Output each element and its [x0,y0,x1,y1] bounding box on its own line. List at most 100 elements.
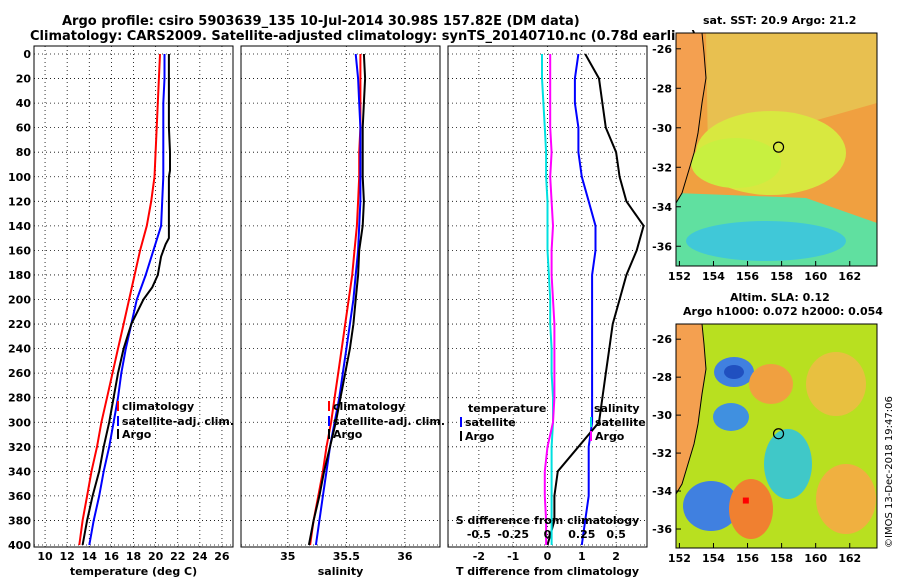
plot-frame [240,45,441,548]
map-lat-label: -30 [652,409,672,422]
depth-tick-label: 340 [8,465,31,478]
map-lon-label: 154 [702,270,725,283]
depth-tick-label: 360 [8,490,31,503]
depth-tick-label: 40 [16,97,32,110]
sla-map-title-1: Altim. SLA: 0.12 [730,291,830,304]
legend-label: climatology [333,400,405,413]
legend-title-temperature: temperature [468,402,546,415]
depth-tick-label: 220 [8,318,31,331]
series-line-t-argo [546,53,645,546]
x-tick-label: 35 [280,550,295,563]
sla-map-title-2: Argo h1000: 0.072 h2000: 0.054 [683,305,883,318]
legend-label: satellite [465,416,516,429]
profile-location-marker [772,428,785,440]
x-tick-label: 16 [104,550,120,563]
x-tick-label: 10 [37,550,53,563]
depth-tick-label: 400 [8,539,31,552]
sst-yellow-green-patch [691,138,781,188]
sla-high-1 [749,364,793,404]
depth-tick-label: 160 [8,244,31,257]
plot-frame [33,45,234,548]
series-line-argo [81,54,171,546]
land-mass [676,33,707,204]
x-tick-label: 36 [397,550,413,563]
map-lon-label: 158 [770,552,793,565]
map-field [676,33,877,266]
series-line-satellite-adj.-clim. [88,54,166,546]
legend-label: Argo [465,430,495,443]
sla-high-2 [729,479,773,539]
series-line-argo [307,53,367,546]
map-lat-label: -32 [652,161,672,174]
depth-tick-label: 300 [8,416,31,429]
depth-tick-label: 140 [8,220,31,233]
top-tick-label: -0.5 [467,528,491,541]
sst-map: 152 154 156 158 160 162 -26 -28 -30 -32 -34 -36 [652,32,878,283]
map-lon-label: 158 [770,270,793,283]
x-tick-label: 26 [214,550,230,563]
depth-tick-label: 200 [8,294,31,307]
map-lon-label: 154 [702,552,725,565]
map-lon-label: 162 [838,270,861,283]
top-tick-label: 0.5 [606,528,626,541]
map-lon-label: 160 [804,270,827,283]
sla-high-4 [806,352,866,416]
title-line-2: Climatology: CARS2009. Satellite-adjuste… [30,29,697,44]
map-lat-label: -36 [652,523,672,536]
depth-tick-label: 180 [8,269,31,282]
legend-label: climatology [122,400,194,413]
legend-label: satellite-adj. clim. [122,415,234,428]
map-lon-label: 152 [668,552,691,565]
x-tick-label: 12 [60,550,75,563]
top-tick-label: 0.25 [568,528,595,541]
depth-tick-label: 380 [8,514,31,527]
land-mass [676,324,707,495]
sla-low-2 [713,403,749,431]
map-frame [675,32,878,267]
x-tick-label: 18 [126,550,141,563]
top-tick-label: 0 [544,528,552,541]
top-axis-label: S difference from climatology [456,514,640,527]
sla-low-4 [683,481,739,531]
map-lat-label: -36 [652,240,672,253]
x-tick-label: -2 [473,550,485,563]
map-field [676,324,877,548]
sla-map: 152 154 156 158 160 162 -26 -28 -30 -32 -34 -36 [652,323,878,565]
legend-label: satellite [595,416,646,429]
red-square-marker [742,497,749,504]
map-lon-label: 160 [804,552,827,565]
x-axis-label: T difference from climatology [456,565,639,578]
depth-tick-label: 240 [8,343,31,356]
depth-tick-label: 120 [8,195,31,208]
legend-title-salinity: salinity [594,402,640,415]
series-line-s-satellite [541,54,554,545]
series-line-climatology [78,53,161,546]
map-lat-label: -34 [652,485,672,498]
legend-label: Argo [122,428,152,441]
x-tick-label: 24 [192,550,208,563]
map-lon-label: 156 [736,270,759,283]
x-tick-label: 35.5 [333,550,360,563]
panel-temperature: 0 20 40 60 80 100 120 140 160 180 200 220 240 260 280 3… [8,45,234,578]
top-tick-label: -0.25 [497,528,529,541]
map-lat-label: -34 [652,201,672,214]
sla-low-3 [764,429,812,499]
title-line-1: Argo profile: csiro 5903639_135 10-Jul-2… [62,14,580,29]
map-lat-label: -30 [652,122,672,135]
map-lon-label: 156 [736,552,759,565]
x-tick-label: 0 [544,550,552,563]
legend-label: Argo [333,428,363,441]
sst-map-title: sat. SST: 20.9 Argo: 21.2 [703,14,857,27]
plot-frame [447,45,648,548]
series-line-t-satellite [573,53,597,546]
x-axis-label: salinity [318,565,364,578]
series-line-s-argo [543,54,556,545]
series-line-satellite-adj.-clim. [314,53,362,546]
map-frame [675,323,878,549]
map-lon-label: 152 [668,270,691,283]
x-axis-label: temperature (deg C) [70,565,197,578]
map-lat-label: -26 [652,43,672,56]
map-lat-label: -28 [652,82,672,95]
sst-cold-patch [686,221,846,261]
x-tick-label: 1 [578,550,586,563]
